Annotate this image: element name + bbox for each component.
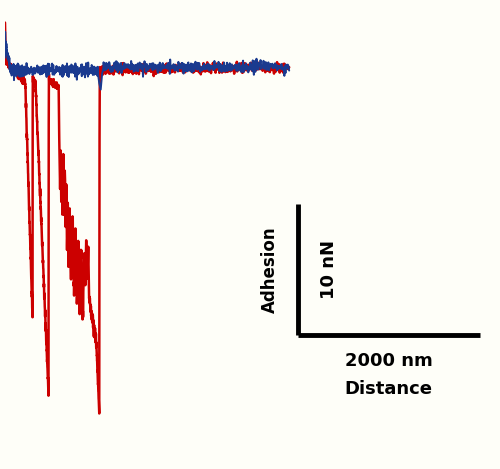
Text: Distance: Distance: [345, 380, 433, 398]
Text: 10 nN: 10 nN: [320, 240, 338, 299]
Text: 2000 nm: 2000 nm: [345, 352, 432, 370]
Text: Adhesion: Adhesion: [261, 227, 279, 313]
